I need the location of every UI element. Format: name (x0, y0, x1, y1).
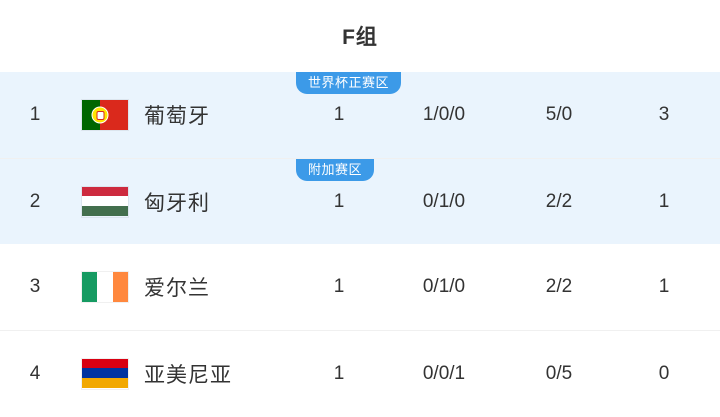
table-row[interactable]: 世界杯正赛区 1 葡萄牙 1 1/0/0 5/0 3 (0, 72, 720, 158)
row-win-draw-loss: 0/1/0 (422, 276, 466, 297)
row-played: 1 (333, 276, 345, 297)
armenia-flag (70, 358, 140, 389)
row-rank: 3 (29, 276, 41, 297)
row-played: 1 (333, 190, 345, 212)
row-rank: 1 (29, 104, 41, 125)
row-team-name: 亚美尼亚 (144, 363, 232, 387)
row-played: 1 (333, 362, 345, 384)
qualification-tag-direct: 世界杯正赛区 (296, 72, 402, 94)
row-goals: 2/2 (545, 190, 573, 212)
portugal-flag (70, 100, 140, 130)
hungary-flag (70, 186, 140, 217)
row-points: 1 (658, 190, 670, 212)
ireland-flag (70, 272, 140, 302)
row-win-draw-loss: 0/1/0 (422, 190, 466, 212)
row-goals: 5/0 (545, 104, 573, 125)
row-team-name: 爱尔兰 (144, 277, 210, 300)
row-goals: 2/2 (545, 276, 573, 297)
row-rank: 2 (29, 190, 41, 212)
row-goals: 0/5 (545, 362, 573, 384)
row-win-draw-loss: 1/0/0 (422, 104, 466, 125)
row-team-name: 匈牙利 (144, 191, 210, 215)
row-rank: 4 (29, 362, 41, 384)
table-row[interactable]: 3 爱尔兰 1 0/1/0 2/2 1 (0, 244, 720, 330)
standings-table: 世界杯正赛区 1 葡萄牙 1 1/0/0 5/0 3 附加赛区 2 (0, 72, 720, 416)
row-win-draw-loss: 0/0/1 (422, 362, 466, 384)
qualification-tag-playoff: 附加赛区 (296, 159, 375, 181)
row-played: 1 (333, 104, 345, 125)
row-team-name: 葡萄牙 (144, 105, 210, 128)
table-row[interactable]: 4 亚美尼亚 1 0/0/1 0/5 0 (0, 330, 720, 416)
row-points: 1 (658, 276, 670, 297)
table-row[interactable]: 附加赛区 2 匈牙利 1 0/1/0 2/2 1 (0, 158, 720, 244)
row-points: 0 (658, 362, 670, 384)
row-points: 3 (658, 104, 670, 125)
page-title: F组 (342, 26, 378, 49)
